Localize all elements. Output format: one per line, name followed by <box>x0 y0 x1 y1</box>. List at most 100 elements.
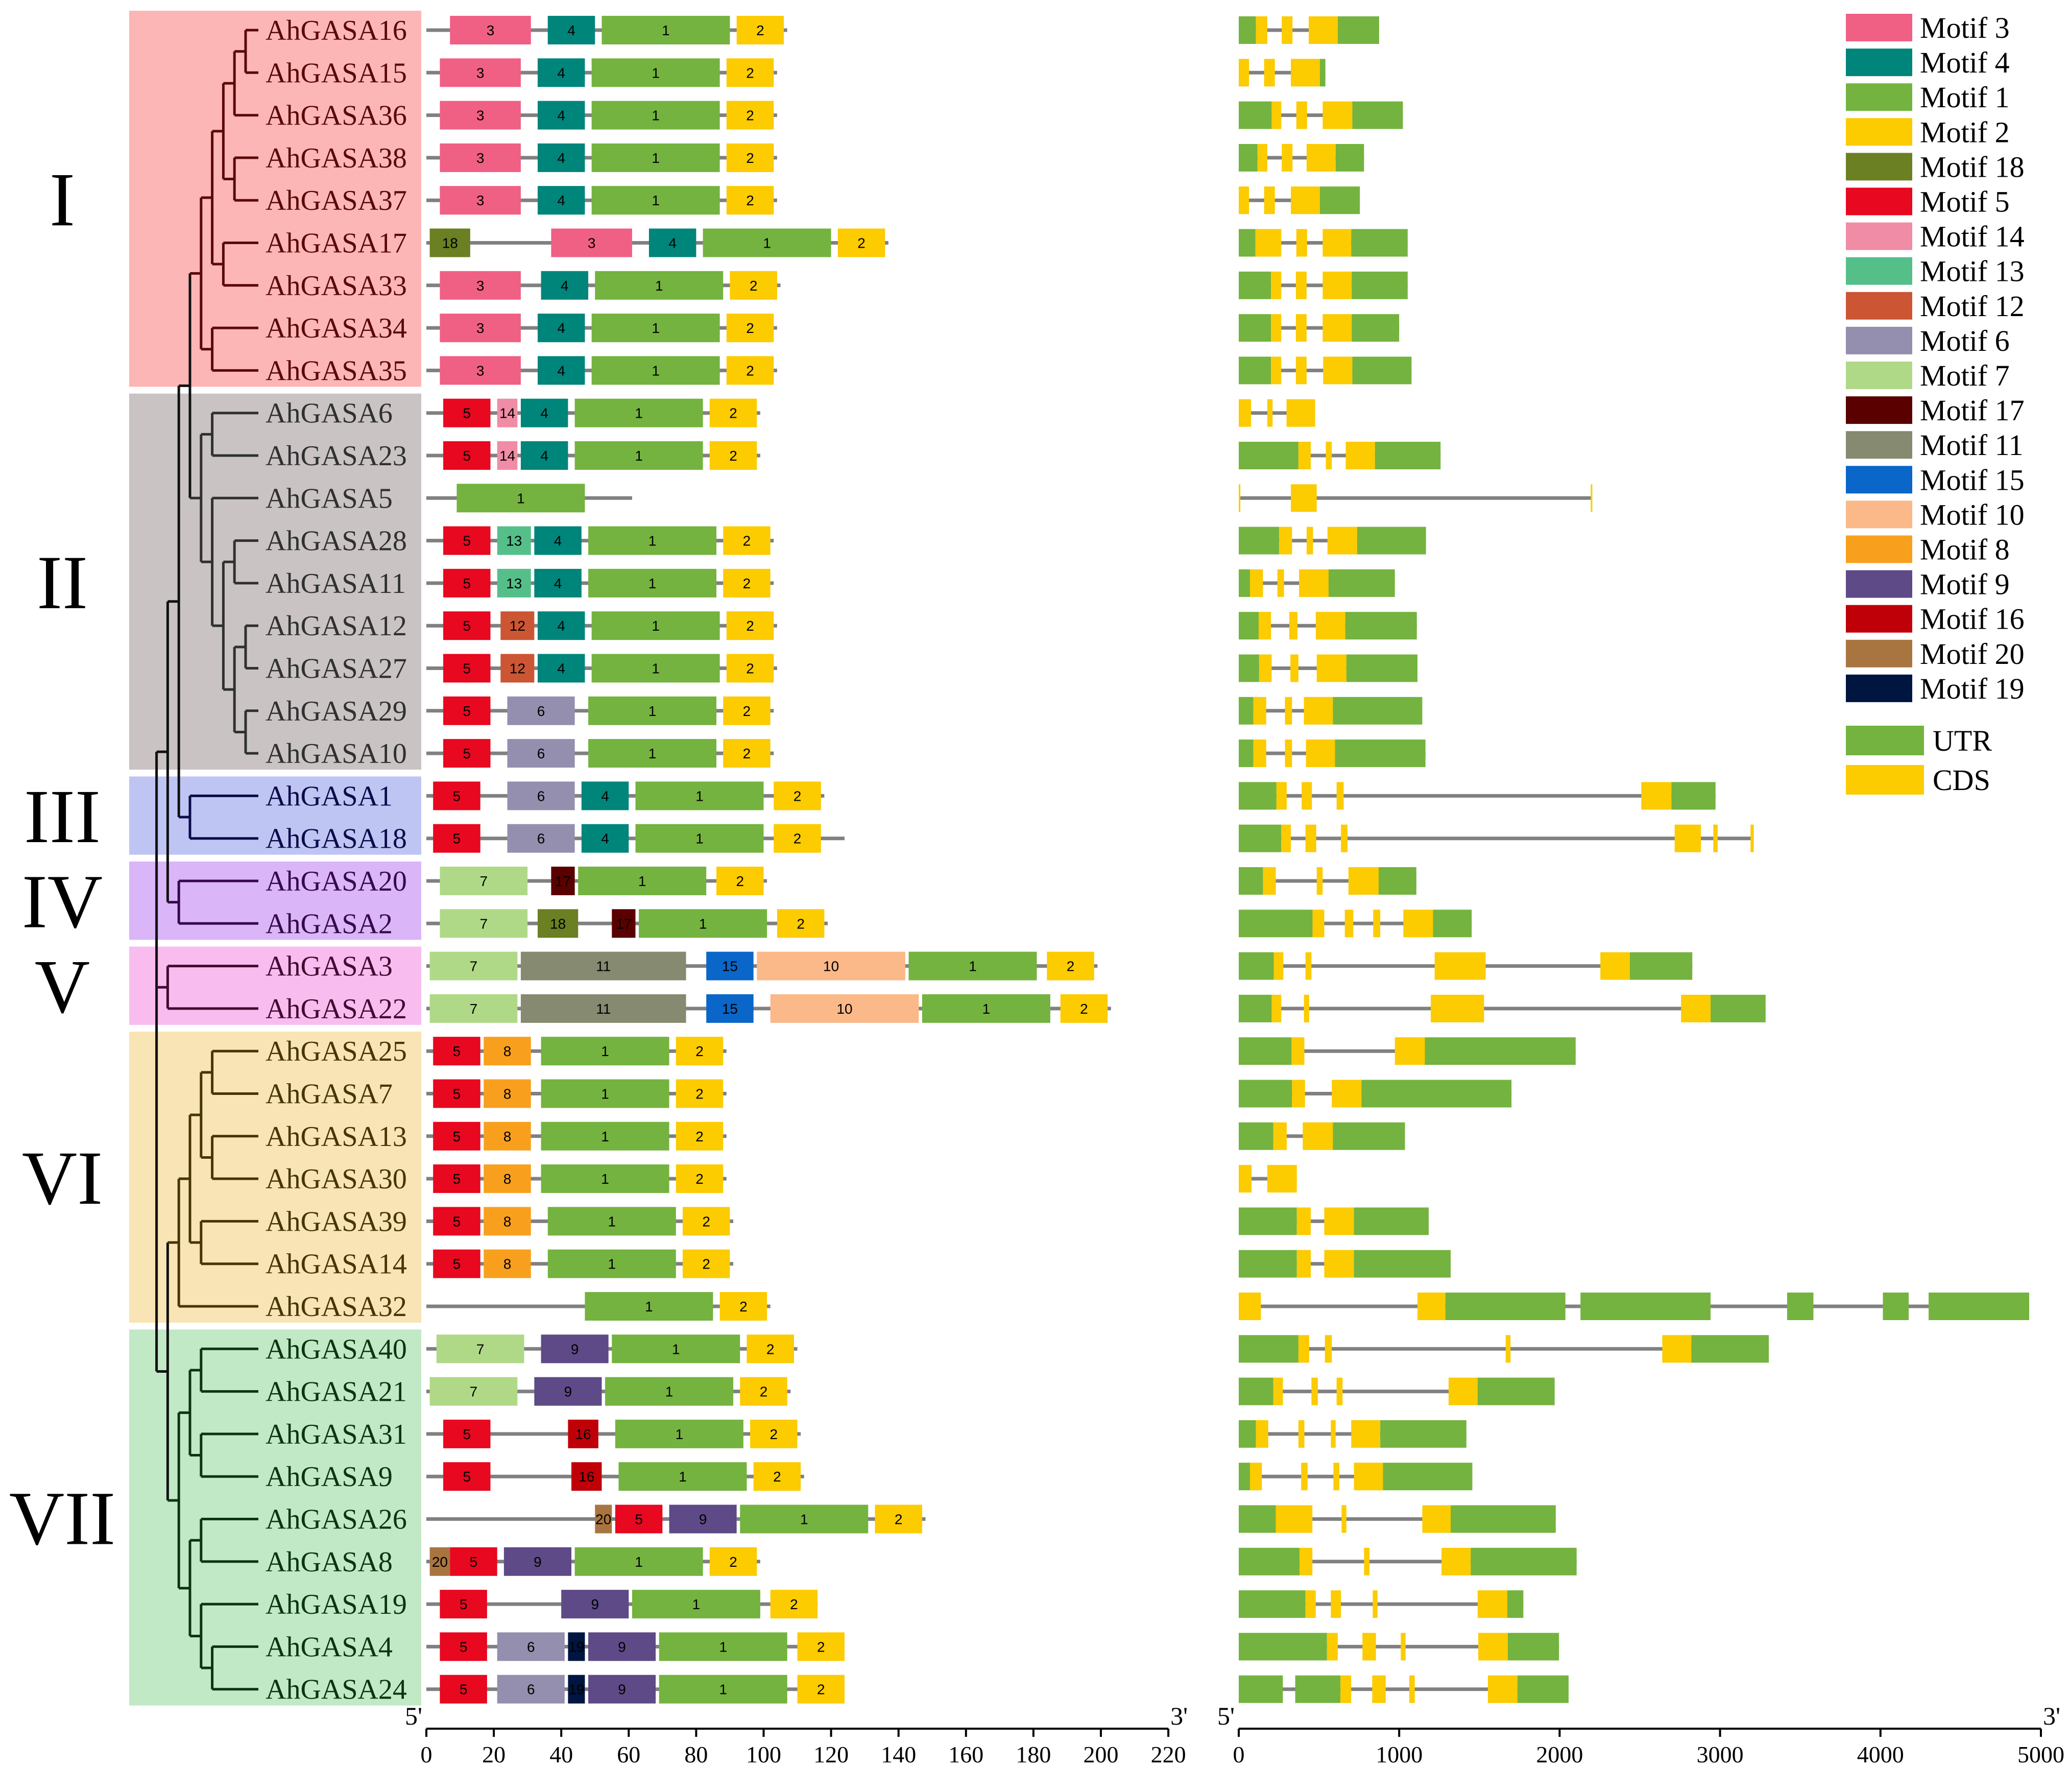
utr-block <box>1787 1293 1814 1320</box>
motif-box-1 <box>703 228 831 257</box>
motif-box-1 <box>591 58 720 87</box>
gene-label: AhGASA3 <box>266 951 393 983</box>
structure-row-AhGASA23 <box>1239 442 1441 469</box>
motif-box-1 <box>574 398 703 427</box>
cds-block <box>1322 314 1352 342</box>
cds-block <box>1279 527 1292 555</box>
utr-block <box>1630 952 1693 980</box>
legend-swatch-motif-15 <box>1846 466 1912 494</box>
utr-block <box>1239 697 1254 725</box>
motif-box-label: 1 <box>695 788 704 804</box>
motif-box-label: 20 <box>595 1512 611 1527</box>
motif-box-label: 2 <box>746 618 754 634</box>
motif-box-label: 4 <box>668 235 677 251</box>
cds-block <box>1249 569 1263 597</box>
cds-block <box>1341 824 1348 852</box>
motif-box-5 <box>443 696 491 725</box>
cds-block <box>1295 356 1307 385</box>
legend-label: Motif 16 <box>1920 603 2025 636</box>
utr-block <box>1354 1207 1429 1235</box>
motif-box-label: 14 <box>499 405 515 421</box>
motif-box-label: 1 <box>638 873 646 889</box>
motif-box-20 <box>429 1547 450 1576</box>
motif-box-1 <box>922 994 1050 1023</box>
motif-box-15 <box>706 994 754 1023</box>
motif-box-label: 1 <box>601 1086 609 1102</box>
structure-row-AhGASA20 <box>1239 867 1416 895</box>
motif-box-label: 2 <box>746 108 754 124</box>
motif-box-8 <box>484 1037 531 1066</box>
motif-box-8 <box>484 1249 531 1278</box>
motif-row-AhGASA15: 3 4 1 2 <box>426 58 777 87</box>
motif-box-9 <box>541 1334 609 1364</box>
structure-row-AhGASA2 <box>1239 910 1472 938</box>
motif-box-label: 2 <box>773 1469 781 1485</box>
motif-box-2 <box>726 143 774 172</box>
motif-box-label: 12 <box>510 661 525 677</box>
motif-row-AhGASA7: 5 8 1 2 <box>426 1079 727 1108</box>
motif-box-1 <box>591 101 720 130</box>
motif-box-label: 2 <box>702 1213 710 1229</box>
utr-block <box>1239 994 1272 1022</box>
cds-block <box>1713 824 1718 852</box>
motif-box-5 <box>615 1504 663 1534</box>
cds-block <box>1239 399 1252 427</box>
motif-box-label: 1 <box>676 1426 684 1442</box>
motif-box-label: 1 <box>652 108 660 124</box>
motif-box-1 <box>591 186 720 215</box>
motif-box-label: 3 <box>476 320 485 336</box>
structure-row-AhGASA9 <box>1239 1463 1473 1491</box>
legend-label: Motif 5 <box>1920 185 2010 219</box>
motif-box-label: 9 <box>618 1682 626 1698</box>
structure-row-AhGASA7 <box>1239 1080 1512 1108</box>
motif-box-label: 4 <box>561 278 569 294</box>
cds-block <box>1354 1463 1383 1491</box>
structure-row-AhGASA8 <box>1239 1547 1577 1575</box>
motif-box-5 <box>433 824 480 853</box>
motif-box-4 <box>537 611 585 640</box>
cds-block <box>1299 569 1329 597</box>
utr-block <box>1239 229 1256 257</box>
motif-box-18 <box>429 228 470 257</box>
motif-box-2 <box>777 909 825 938</box>
motif-box-label: 15 <box>722 1001 738 1017</box>
gene-label: AhGASA14 <box>266 1249 407 1280</box>
motif-box-3 <box>551 228 632 257</box>
utr-block <box>1351 229 1408 257</box>
motif-box-label: 5 <box>453 788 461 804</box>
utr-block <box>1239 867 1263 895</box>
utr-block <box>1883 1293 1909 1320</box>
motif-box-2 <box>716 867 764 895</box>
structure-row-AhGASA39 <box>1239 1207 1429 1235</box>
motif-box-5 <box>443 568 491 598</box>
motif-box-2 <box>747 1334 794 1364</box>
motif-box-label: 4 <box>540 405 548 421</box>
motif-box-label: 6 <box>537 703 545 719</box>
motif-box-1 <box>591 654 720 683</box>
motif-box-11 <box>520 951 686 981</box>
utr-block <box>1319 186 1360 214</box>
motif-box-label: 19 <box>568 1682 584 1698</box>
motif-box-3 <box>440 314 521 343</box>
structure-row-AhGASA14 <box>1239 1250 1451 1278</box>
structure-row-AhGASA24 <box>1239 1675 1569 1703</box>
motif-box-label: 9 <box>564 1384 572 1400</box>
motif-box-13 <box>497 568 531 598</box>
motif-box-label: 1 <box>652 150 660 166</box>
motif-box-label: 5 <box>453 1256 461 1272</box>
motif-box-9 <box>503 1547 572 1576</box>
motif-box-label: 8 <box>503 1086 512 1102</box>
legend-swatch-motif-7 <box>1846 362 1912 389</box>
motif-box-label: 8 <box>503 1129 512 1144</box>
utr-block <box>1239 1335 1298 1363</box>
gene-label: AhGASA30 <box>266 1163 407 1195</box>
legend-label: Motif 9 <box>1920 568 2010 601</box>
cds-block <box>1271 101 1282 129</box>
motif-row-AhGASA3: 7 11 15 10 1 2 <box>426 951 1098 981</box>
motif-axis: 0 20 40 60 80 100 120 140 160 180 200 220 5' 3' <box>405 1702 1188 1767</box>
structure-row-AhGASA29 <box>1239 697 1423 725</box>
group-background-V <box>129 946 421 1025</box>
legend-swatch-motif-19 <box>1846 674 1912 702</box>
motif-box-label: 5 <box>463 661 471 677</box>
